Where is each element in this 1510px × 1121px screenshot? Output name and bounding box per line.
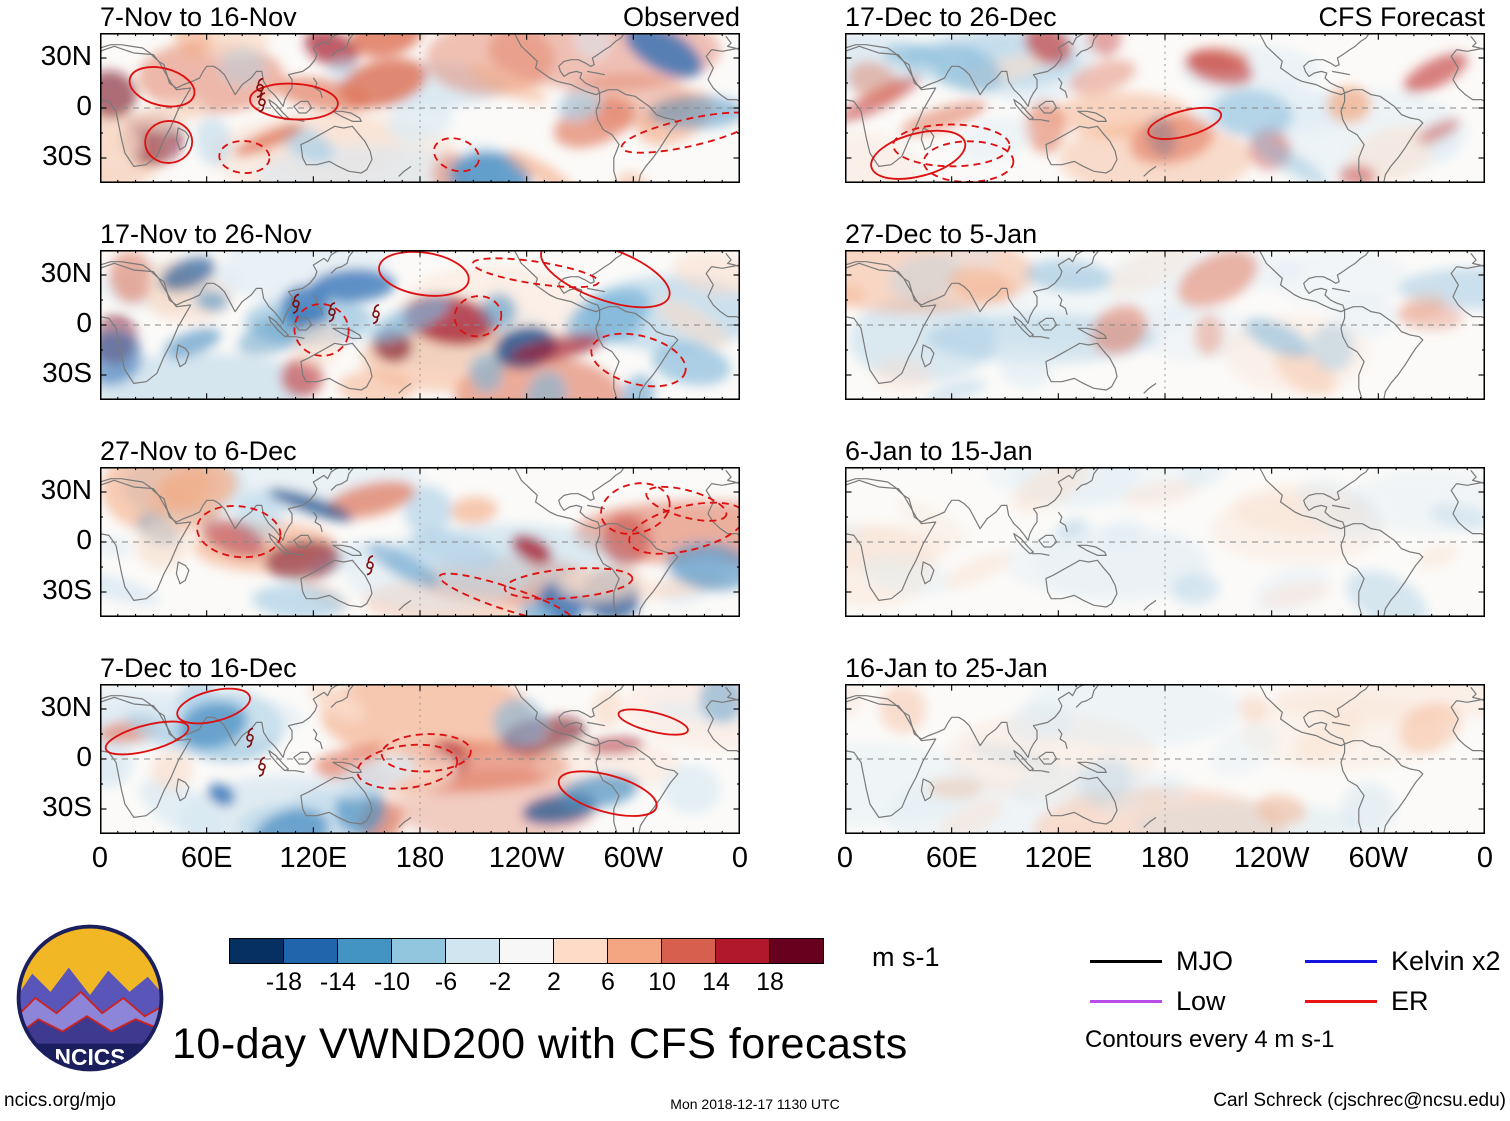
y-tick-label: 0 (76, 741, 92, 772)
map-panel-forecast-2 (845, 250, 1485, 400)
x-tick-label: 0 (836, 842, 854, 874)
legend-item-er: ER (1305, 988, 1429, 1015)
panel-title: 16-Jan to 25-Jan (845, 652, 1048, 683)
colorbar-cell (769, 938, 824, 964)
panel-title: 7-Dec to 16-Dec (100, 652, 297, 683)
colorbar-tick-label: 14 (702, 968, 730, 996)
x-tick-label: 120E (279, 842, 348, 874)
colorbar-tick-label: -6 (434, 968, 458, 996)
colorbar-tick-label: 2 (547, 968, 561, 996)
kelvin-line-icon (1305, 960, 1377, 963)
colorbar-cell (283, 938, 338, 964)
colorbar-cell (499, 938, 554, 964)
x-tick-label: 60W (1348, 842, 1409, 874)
legend-label: ER (1391, 986, 1429, 1016)
y-tick-label: 30S (42, 357, 92, 388)
x-tick-label: 120E (1024, 842, 1093, 874)
panel-title-row: 27-Dec to 5-Jan (845, 218, 1485, 248)
panel-title: 27-Nov to 6-Dec (100, 435, 297, 466)
mjo-line-icon (1090, 960, 1162, 963)
colorbar-tick-label: -18 (265, 968, 303, 996)
map-panel-observed-3 (100, 467, 740, 617)
ncics-logo-graphic: NCICS (16, 924, 164, 1072)
panel-title-row: 6-Jan to 15-Jan (845, 435, 1485, 465)
colorbar-tick-label: -14 (319, 968, 357, 996)
legend-item-mjo: MJO (1090, 948, 1233, 975)
panel-title-row: 17-Dec to 26-Dec CFS Forecast (845, 1, 1485, 31)
y-tick-label: 30N (40, 257, 92, 288)
contour-note: Contours every 4 m s-1 (1085, 1026, 1335, 1053)
map-panel-forecast-3 (845, 467, 1485, 617)
footer-timestamp: Mon 2018-12-17 1130 UTC (670, 1096, 840, 1112)
figure-title: 10-day VWND200 with CFS forecasts (172, 1020, 908, 1068)
map-panel-observed-2 (100, 250, 740, 400)
map-panel-observed-1 (100, 33, 740, 183)
y-tick-label: 30N (40, 40, 92, 71)
colorbar-labels: -18 -14 -10 -6 -2 2 6 10 14 18 (230, 970, 840, 998)
colorbar-cell (715, 938, 770, 964)
colorbar-cell (445, 938, 500, 964)
colorbar-cell (607, 938, 662, 964)
column-label: Observed (622, 1, 740, 32)
y-tick-label: 30S (42, 791, 92, 822)
colorbar-tick-label: 18 (756, 968, 784, 996)
footer-credit: Carl Schreck (cjschrec@ncsu.edu) (1213, 1090, 1506, 1111)
x-tick-label: 120W (1233, 842, 1310, 874)
legend-label: Low (1176, 986, 1226, 1016)
panel-title-row: 17-Nov to 26-Nov (100, 218, 740, 248)
panel-title: 27-Dec to 5-Jan (845, 218, 1038, 249)
panel-title-row: 7-Dec to 16-Dec (100, 652, 740, 682)
colorbar-tick-label: -2 (488, 968, 512, 996)
legend-item-low: Low (1090, 988, 1226, 1015)
x-tick-label: 60W (603, 842, 664, 874)
colorbar-cell (661, 938, 716, 964)
x-tick-label: 0 (1476, 842, 1494, 874)
legend-label: Kelvin x2 (1391, 946, 1501, 976)
panel-title: 6-Jan to 15-Jan (845, 435, 1033, 466)
column-label: CFS Forecast (1318, 1, 1485, 32)
y-tick-label: 0 (76, 524, 92, 555)
y-tick-label: 30S (42, 140, 92, 171)
panel-title: 7-Nov to 16-Nov (100, 1, 297, 32)
map-panel-forecast-1 (845, 33, 1485, 183)
y-tick-label: 30N (40, 474, 92, 505)
colorbar (229, 938, 824, 964)
x-tick-label: 180 (395, 842, 445, 874)
x-tick-label: 60E (925, 842, 978, 874)
colorbar-tick-label: 6 (601, 968, 615, 996)
panel-title-row: 16-Jan to 25-Jan (845, 652, 1485, 682)
panel-title-row: 7-Nov to 16-Nov Observed (100, 1, 740, 31)
colorbar-tick-label: -10 (373, 968, 411, 996)
map-panel-forecast-4 (845, 684, 1485, 834)
colorbar-tick-label: 10 (648, 968, 676, 996)
panel-title: 17-Nov to 26-Nov (100, 218, 312, 249)
y-tick-label: 30N (40, 691, 92, 722)
colorbar-cell (553, 938, 608, 964)
colorbar-unit: m s-1 (872, 942, 940, 972)
colorbar-cell (391, 938, 446, 964)
er-line-icon (1305, 1000, 1377, 1003)
x-tick-label: 60E (180, 842, 233, 874)
map-panel-observed-4 (100, 684, 740, 834)
panel-title-row: 27-Nov to 6-Dec (100, 435, 740, 465)
legend-label: MJO (1176, 946, 1233, 976)
y-tick-label: 0 (76, 90, 92, 121)
x-tick-label: 0 (91, 842, 109, 874)
colorbar-cell (229, 938, 284, 964)
y-tick-label: 0 (76, 307, 92, 338)
low-line-icon (1090, 1000, 1162, 1003)
panel-title: 17-Dec to 26-Dec (845, 1, 1057, 32)
x-tick-label: 0 (731, 842, 749, 874)
footer-url: ncics.org/mjo (4, 1090, 116, 1111)
colorbar-cell (337, 938, 392, 964)
x-tick-label: 120W (488, 842, 565, 874)
ncics-logo: NCICS (14, 922, 166, 1074)
x-tick-label: 180 (1140, 842, 1190, 874)
legend-item-kelvin: Kelvin x2 (1305, 948, 1501, 975)
y-tick-label: 30S (42, 574, 92, 605)
